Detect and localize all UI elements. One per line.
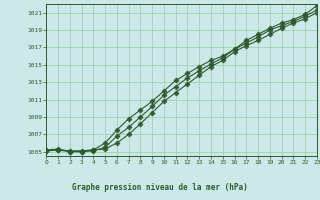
Text: Graphe pression niveau de la mer (hPa): Graphe pression niveau de la mer (hPa) [72,183,248,192]
